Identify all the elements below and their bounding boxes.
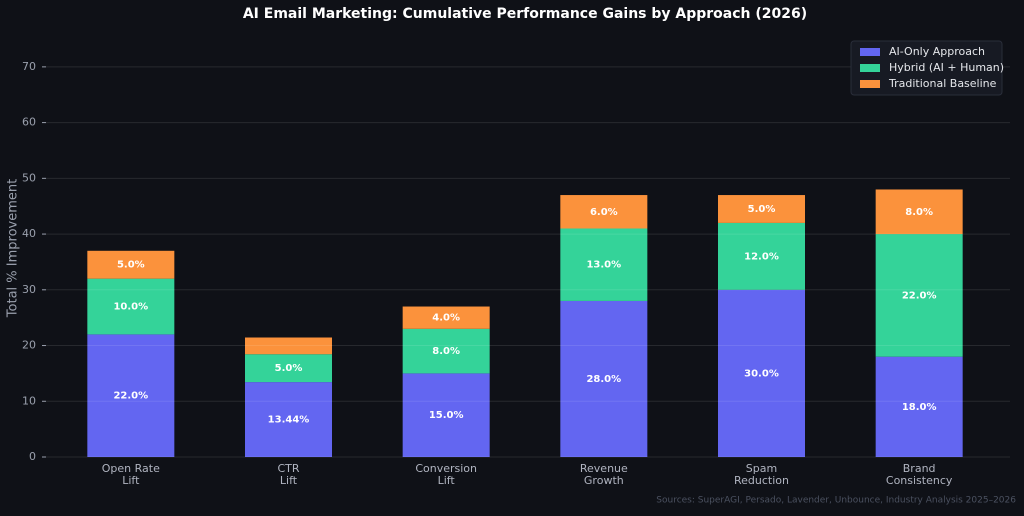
- y-tick-label: 70: [22, 60, 36, 73]
- bar-segment: [875, 356, 963, 457]
- y-tick-label: 10: [22, 394, 36, 407]
- bar-segment: [245, 354, 332, 383]
- bar-segment: [87, 334, 175, 457]
- y-tick-label: 50: [22, 171, 36, 184]
- x-tick-label: Spam Reduction: [734, 462, 789, 487]
- data-label: 8.0%: [905, 207, 933, 218]
- bar-segment: [402, 306, 490, 329]
- data-label: 10.0%: [113, 302, 148, 313]
- data-label: 13.44%: [268, 415, 310, 426]
- bar-segment: [87, 250, 175, 279]
- legend-swatch: [860, 80, 880, 88]
- bar-segment: [245, 337, 332, 355]
- data-label: 13.0%: [586, 260, 621, 271]
- data-label: 4.0%: [432, 313, 460, 324]
- data-label: 18.0%: [902, 402, 937, 413]
- bar-segment: [560, 300, 648, 457]
- x-tick-label: Revenue Growth: [579, 462, 628, 487]
- bar-segment: [718, 222, 805, 290]
- bar-segment: [718, 195, 805, 223]
- data-label: 12.0%: [744, 251, 779, 262]
- legend-swatch: [860, 48, 880, 56]
- data-label: 8.0%: [432, 346, 460, 357]
- y-tick-label: 20: [22, 339, 36, 352]
- data-label: 22.0%: [902, 290, 937, 301]
- x-tick-label: Brand Consistency: [885, 462, 953, 487]
- data-label: 22.0%: [113, 391, 148, 402]
- legend-label: AI-Only Approach: [889, 45, 985, 58]
- y-axis-label: Total % Improvement: [6, 179, 21, 318]
- legend-label: Hybrid (AI + Human): [889, 61, 1004, 74]
- legend-label: Traditional Baseline: [888, 77, 997, 90]
- data-label: 15.0%: [429, 410, 464, 421]
- x-tick-label: CTR Lift: [277, 462, 300, 487]
- y-tick-label: 40: [22, 227, 36, 240]
- data-label: 5.0%: [117, 260, 145, 271]
- data-label: 30.0%: [744, 368, 779, 379]
- data-label: 5.0%: [275, 363, 303, 374]
- bar-segment: [402, 373, 490, 457]
- y-tick-label: 30: [22, 283, 36, 296]
- bar-segment: [402, 328, 490, 374]
- bar-segment: [875, 189, 963, 235]
- data-label: 5.0%: [748, 204, 776, 215]
- y-tick-label: 60: [22, 116, 36, 129]
- bar-segment: [560, 228, 648, 301]
- bar-segment: [560, 195, 648, 229]
- source: Sources: SuperAGI, Persado, Lavender, Un…: [656, 496, 1016, 506]
- y-tick-label: 0: [29, 450, 36, 463]
- legend-box: [850, 40, 1003, 96]
- bar-segment: [718, 289, 805, 457]
- legend-swatch: [860, 64, 880, 72]
- data-label: 28.0%: [586, 374, 621, 385]
- bar-segment: [245, 382, 332, 457]
- x-tick-label: Conversion Lift: [415, 462, 477, 487]
- bar-segment: [875, 234, 963, 357]
- bar-segment: [87, 278, 175, 335]
- data-label: 6.0%: [590, 207, 618, 218]
- chart-title: AI Email Marketing: Cumulative Performan…: [243, 6, 807, 22]
- x-tick-label: Open Rate Lift: [101, 462, 160, 487]
